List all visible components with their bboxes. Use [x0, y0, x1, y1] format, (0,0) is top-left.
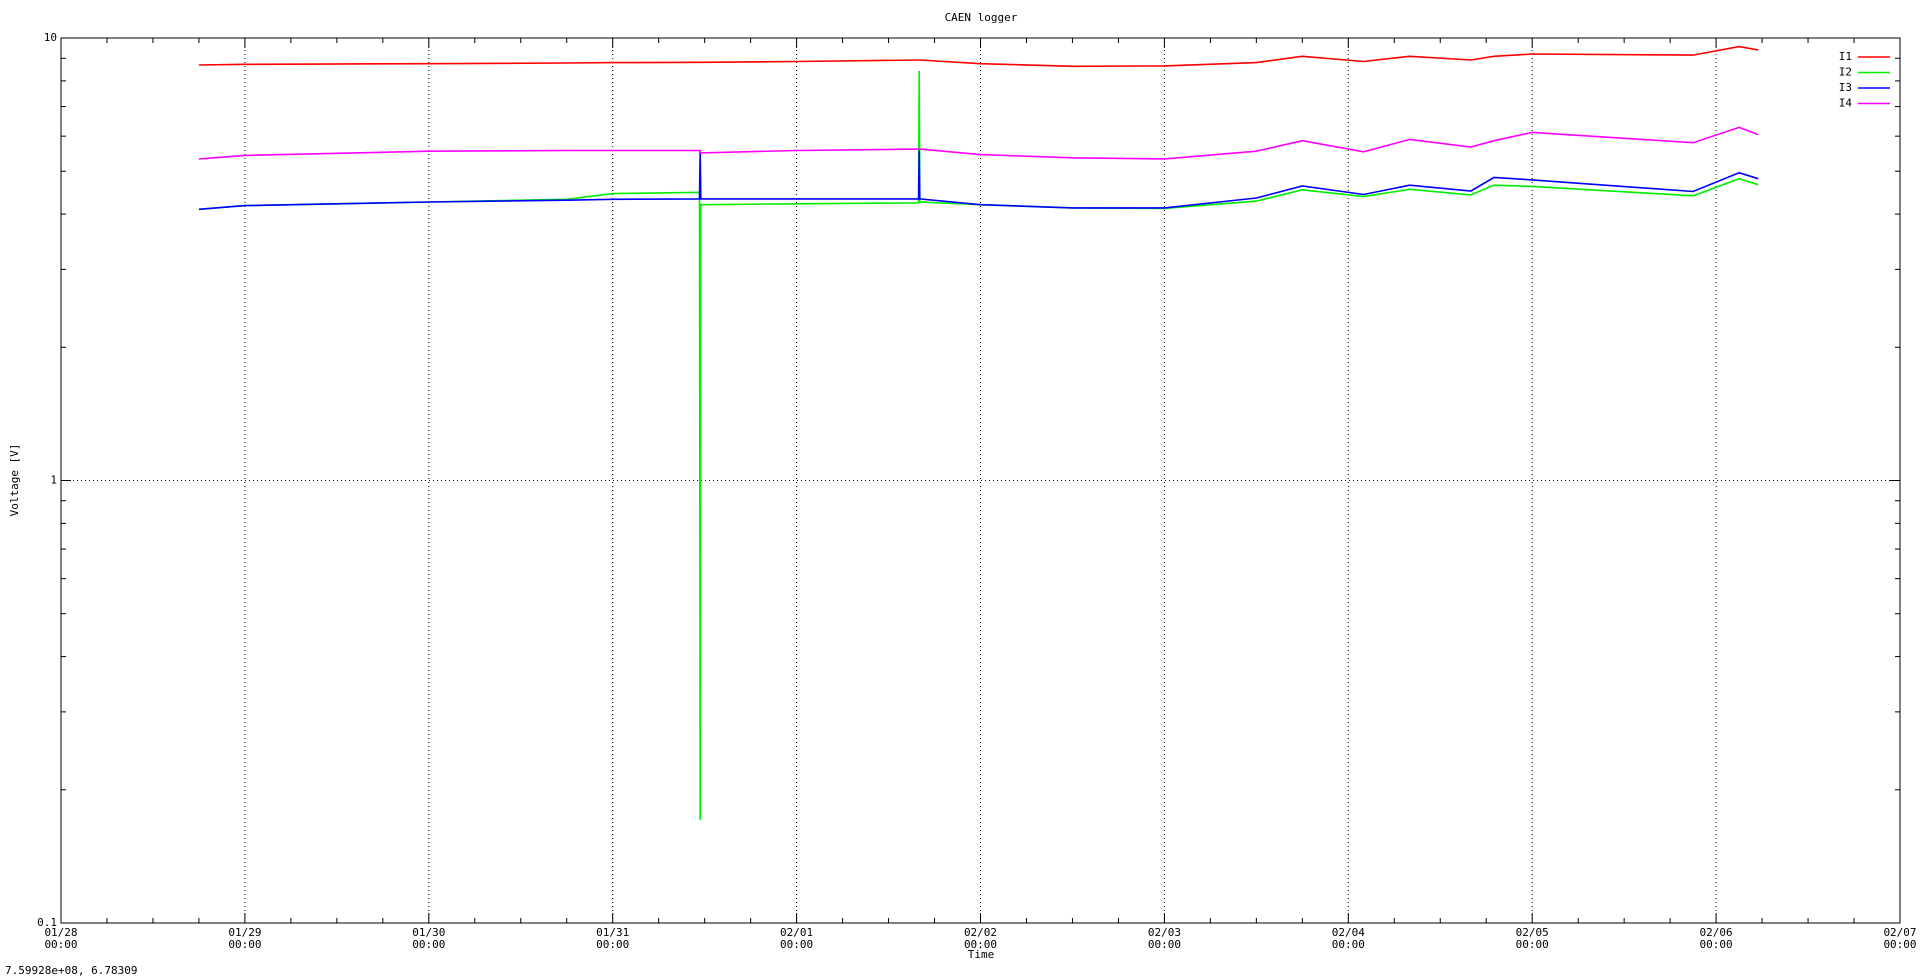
legend-label: I4	[1839, 97, 1853, 110]
x-tick-label: 01/28 00:00	[44, 926, 78, 951]
series-line	[198, 70, 1759, 820]
x-tick-label: 01/30 00:00	[412, 926, 446, 951]
x-tick-label: 02/02 00:00	[963, 926, 998, 951]
x-tick-label: 01/31 00:00	[596, 926, 630, 951]
x-tick-label: 02/03 00:00	[1147, 926, 1181, 951]
status-text: 7.59928e+08, 6.78309	[5, 964, 137, 977]
legend-label: I3	[1839, 81, 1852, 94]
x-tick-label: 01/29 00:00	[228, 926, 262, 951]
y-tick-label: 0.1	[37, 916, 57, 929]
series-line	[198, 126, 1759, 160]
chart-title: CAEN logger	[945, 11, 1018, 24]
x-tick-label: 02/06 00:00	[1699, 926, 1733, 951]
x-tick-label: 02/01 00:00	[780, 926, 814, 951]
y-axis-label: Voltage [V]	[8, 444, 21, 517]
y-tick-label: 1	[50, 474, 57, 487]
series-line	[198, 45, 1759, 68]
x-axis-label: Time	[968, 948, 995, 961]
x-tick-label: 02/04 00:00	[1331, 926, 1365, 951]
legend-label: I1	[1839, 50, 1852, 63]
x-tick-label: 02/05 00:00	[1515, 926, 1549, 951]
y-tick-label: 10	[44, 31, 57, 44]
legend-label: I2	[1839, 66, 1852, 79]
series-line	[198, 150, 1759, 211]
x-tick-label: 02/07 00:00	[1883, 926, 1917, 951]
